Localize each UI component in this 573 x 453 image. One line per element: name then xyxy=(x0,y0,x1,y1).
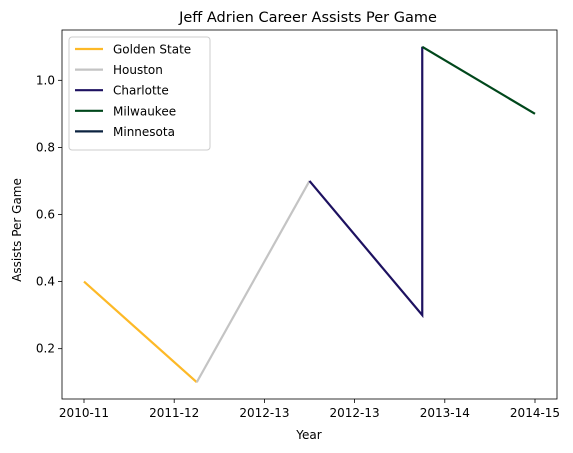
y-tick-label: 0.8 xyxy=(36,140,55,154)
legend-label: Golden State xyxy=(113,43,191,57)
legend-label: Milwaukee xyxy=(113,104,176,118)
legend: Golden State Houston Charlotte Milwaukee Min… xyxy=(68,36,211,151)
x-tick-label: 2012-13 xyxy=(330,406,380,420)
y-tick-label: 1.0 xyxy=(36,73,55,87)
x-tick-label: 2012-13 xyxy=(239,406,289,420)
legend-box xyxy=(68,36,211,151)
x-tick-label: 2010-11 xyxy=(59,406,109,420)
y-tick-label: 0.4 xyxy=(36,275,55,289)
plot-frame xyxy=(61,29,558,400)
series-line-houston xyxy=(195,180,311,383)
chart-title: Jeff Adrien Career Assists Per Game xyxy=(178,10,437,26)
x-tick-label: 2011-12 xyxy=(149,406,199,420)
series-line-golden-state xyxy=(83,280,198,384)
y-tick-label: 0.6 xyxy=(36,208,55,222)
legend-label: Charlotte xyxy=(113,84,169,98)
y-axis-label: Assists Per Game xyxy=(10,178,24,282)
series-line-milwaukee xyxy=(421,45,536,115)
x-tick-label: 2013-14 xyxy=(420,406,470,420)
x-axis-label: Year xyxy=(295,428,321,442)
legend-label: Minnesota xyxy=(113,125,175,139)
x-tick-label: 2014-15 xyxy=(510,406,560,420)
series-line-charlotte xyxy=(308,46,424,319)
y-tick-label: 0.2 xyxy=(36,342,55,356)
legend-label: Houston xyxy=(113,63,163,77)
